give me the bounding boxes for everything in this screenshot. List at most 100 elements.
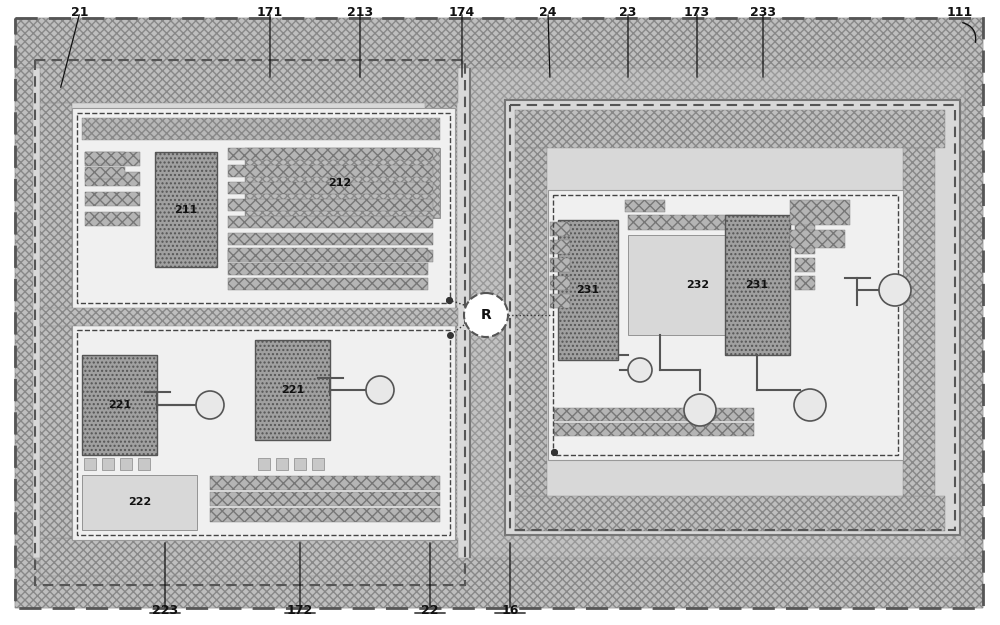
Text: 212: 212 [328, 178, 352, 188]
Bar [15, 558, 983, 608]
Bar [258, 458, 270, 470]
Bar [72, 108, 455, 308]
Bar [82, 118, 440, 140]
Bar [228, 248, 428, 260]
Bar [510, 105, 955, 530]
Text: R: R [481, 308, 491, 322]
Text: 22: 22 [421, 604, 439, 616]
Text: 233: 233 [750, 6, 776, 19]
Text: 173: 173 [684, 6, 710, 19]
Text: 221: 221 [281, 385, 305, 395]
Circle shape [879, 274, 911, 306]
Text: 232: 232 [686, 280, 710, 290]
Bar [155, 152, 217, 267]
Bar [790, 230, 845, 248]
Text: 23: 23 [619, 6, 637, 19]
Text: 221: 221 [108, 400, 132, 410]
Bar [550, 222, 570, 236]
Bar [245, 148, 440, 218]
Text: 213: 213 [347, 6, 373, 19]
Bar [228, 199, 433, 211]
Bar [40, 308, 458, 326]
Bar [550, 240, 570, 254]
Bar [228, 165, 433, 177]
Text: 24: 24 [539, 6, 557, 19]
Bar [795, 222, 815, 236]
Bar [40, 538, 458, 576]
Bar [82, 475, 197, 530]
Bar [82, 355, 157, 455]
Bar [558, 220, 618, 360]
Circle shape [684, 394, 716, 426]
Bar [72, 325, 455, 540]
Bar [102, 458, 114, 470]
Bar [85, 172, 140, 186]
Bar [550, 258, 570, 272]
Bar [77, 113, 450, 303]
Bar [228, 233, 433, 245]
Bar [210, 476, 440, 490]
Bar [228, 216, 433, 228]
Circle shape [628, 358, 652, 382]
Bar [15, 18, 983, 68]
Text: 174: 174 [449, 6, 475, 19]
Bar [15, 68, 33, 558]
Circle shape [794, 389, 826, 421]
Bar [425, 103, 457, 538]
Bar [228, 250, 433, 262]
Bar [550, 276, 570, 290]
Circle shape [196, 391, 224, 419]
Bar [276, 458, 288, 470]
Bar [312, 458, 324, 470]
Text: 222: 222 [128, 497, 152, 507]
Bar [40, 103, 72, 538]
Bar [255, 340, 330, 440]
Circle shape [366, 376, 394, 404]
Bar [725, 215, 790, 355]
Text: 172: 172 [287, 604, 313, 616]
Text: 16: 16 [501, 604, 519, 616]
Bar [515, 110, 945, 148]
Bar [82, 355, 157, 455]
Bar [210, 508, 440, 522]
Bar [40, 65, 458, 103]
Bar [628, 215, 758, 230]
Bar [553, 195, 898, 455]
Text: 211: 211 [174, 205, 198, 215]
Bar [228, 278, 428, 290]
Circle shape [464, 293, 508, 337]
Bar [554, 408, 754, 421]
Text: 171: 171 [257, 6, 283, 19]
Bar [505, 100, 960, 535]
Bar [85, 212, 140, 226]
Bar [120, 458, 132, 470]
Bar [795, 276, 815, 290]
Text: 21: 21 [71, 6, 89, 19]
Bar [77, 330, 450, 535]
Bar [795, 240, 815, 254]
Bar [228, 263, 428, 275]
Bar [255, 340, 330, 440]
Bar [85, 152, 125, 164]
Bar [725, 215, 790, 355]
Bar [515, 148, 547, 496]
Bar [558, 220, 618, 360]
Bar [628, 235, 768, 335]
Bar [85, 192, 140, 206]
Bar [85, 167, 125, 179]
Bar [228, 182, 433, 194]
Text: 231: 231 [745, 280, 769, 290]
Text: 223: 223 [152, 604, 178, 616]
Bar [245, 148, 440, 218]
Bar [554, 423, 754, 436]
Bar [548, 190, 903, 460]
Bar [965, 68, 983, 558]
Bar [85, 152, 140, 166]
Bar [30, 55, 470, 590]
Bar [550, 294, 570, 308]
Bar [625, 200, 665, 212]
Bar [155, 152, 217, 267]
Bar [795, 258, 815, 272]
Bar [210, 492, 440, 506]
Bar [84, 458, 96, 470]
